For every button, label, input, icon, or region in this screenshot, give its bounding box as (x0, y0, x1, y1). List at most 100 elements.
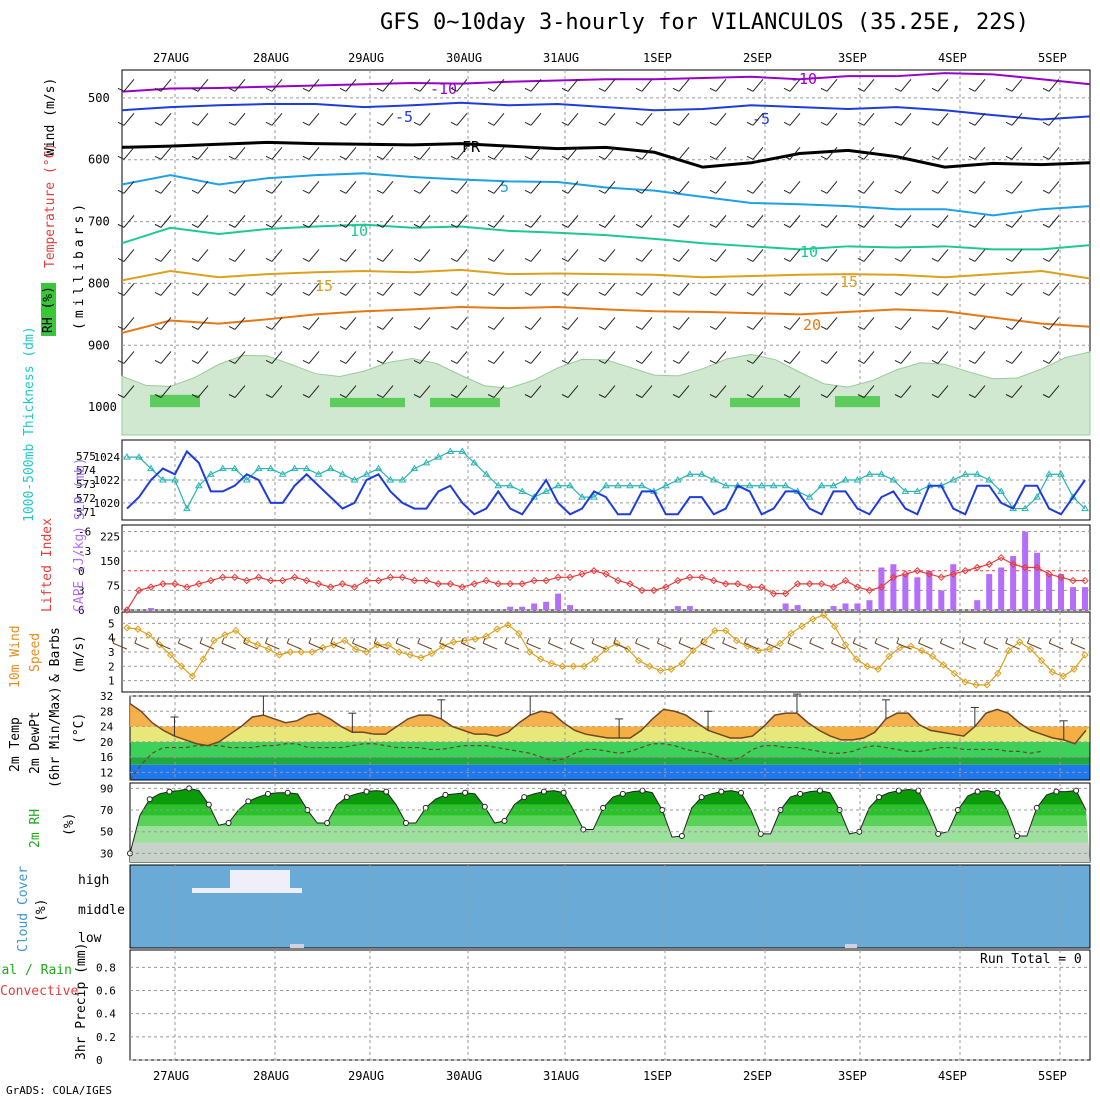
wind-barb (450, 112, 468, 126)
wind-barb (413, 78, 431, 92)
wind-barb (376, 181, 394, 194)
contour-label: -5 (752, 110, 770, 128)
wind-speed-point (275, 651, 284, 659)
wind-barb (598, 385, 616, 398)
contour-label: 15 (315, 277, 333, 295)
wind-barb (413, 112, 431, 126)
pressure-tick-label: 1000 (88, 400, 117, 414)
li-point (302, 576, 311, 585)
cape-bar (890, 564, 897, 610)
wind-barb (265, 385, 283, 398)
wind-barb (191, 112, 209, 126)
wind-speed-point (221, 631, 229, 639)
wind-barb (302, 317, 320, 330)
cape-tick-label: 75 (107, 579, 120, 592)
wind-barb (857, 283, 875, 296)
wind-barb-10m (787, 637, 803, 650)
temp2m-label-1: 2m Temp (8, 717, 23, 772)
rh-point (324, 820, 331, 827)
cape-tick-label: 150 (100, 555, 120, 568)
wind-speed-point (591, 655, 599, 663)
li-point (398, 573, 407, 582)
li-point (829, 583, 838, 591)
date-label-bottom: 4SEP (938, 1069, 967, 1083)
temp-tick-label: 20 (100, 736, 113, 749)
thickness-point (206, 470, 215, 477)
temperature-axis-label: Temperature (°C) (43, 142, 58, 268)
date-label-bottom: 28AUG (253, 1069, 289, 1083)
rh-point (1014, 833, 1021, 840)
thickness-tick-label: 573 (76, 478, 96, 491)
wind-barb (487, 78, 505, 92)
wind-barb (672, 249, 690, 262)
pressure-tick-label: 800 (88, 276, 110, 290)
date-label-top: 29AUG (348, 51, 384, 65)
precip-tick-label: 0.4 (96, 1008, 116, 1021)
cape-bar (938, 590, 945, 610)
wind-barb (968, 351, 986, 364)
li-point (722, 580, 730, 588)
wind-speed-point (384, 641, 392, 649)
wind-barb-10m (1070, 637, 1086, 650)
wind-barb (117, 283, 135, 296)
wind-barb (820, 147, 838, 160)
contour-label: -10 (790, 70, 817, 88)
wind-barb-10m (460, 637, 476, 650)
wind-speed-point (362, 648, 371, 656)
wind-barb-10m (330, 637, 345, 650)
thickness-point (326, 464, 335, 472)
cape-bar (1070, 587, 1077, 610)
temp-tick-label: 28 (100, 705, 113, 718)
wind-barb (339, 249, 357, 262)
rh-point (540, 788, 547, 795)
wind-barb (746, 147, 764, 160)
wind-barb (413, 215, 431, 228)
cloud-cover-units: (%) (34, 898, 49, 922)
wind-barb (857, 249, 875, 262)
thickness-point (829, 481, 838, 489)
li-point (386, 573, 395, 582)
rh-point (442, 791, 449, 798)
panel-frame-precip (129, 949, 1091, 1061)
wind-speed-point (123, 624, 131, 632)
slp-series-line (127, 450, 1086, 510)
wind-barb-10m (939, 637, 955, 650)
wind-barb (191, 249, 209, 262)
cape-bar (1034, 552, 1041, 610)
wind-barb (783, 317, 801, 330)
wind-barb (302, 215, 320, 228)
date-label-top: 28AUG (253, 51, 289, 65)
thickness-point (673, 476, 682, 483)
thickness-point (1033, 493, 1041, 500)
wind-barb (709, 78, 727, 92)
wind-barb (265, 351, 283, 364)
wind-speed-point (297, 648, 305, 656)
thickness-point (721, 481, 730, 489)
wind-barb (598, 181, 616, 194)
thickness-point (1081, 504, 1089, 512)
wind-barb (376, 317, 394, 330)
date-label-bottom: 5SEP (1038, 1069, 1067, 1083)
li-point (865, 586, 874, 595)
wind-barb (1042, 385, 1060, 398)
rh-point (462, 789, 469, 796)
temp-contour-15 (121, 268, 1091, 282)
temp-contour-10 (121, 223, 1091, 251)
wind-barb (487, 215, 505, 228)
cape-bar (519, 606, 526, 610)
thickness-point (542, 487, 551, 494)
wind-barb (709, 181, 727, 194)
li-point (410, 576, 419, 585)
wind-barb-10m (439, 637, 454, 650)
wind-barb (154, 283, 172, 296)
wind-speed-point (896, 644, 904, 652)
slp-series-line (126, 449, 1086, 516)
rh-band (130, 842, 1090, 862)
wind-barb (191, 351, 209, 364)
wind-barb (228, 181, 246, 194)
li-point (997, 553, 1005, 562)
wind-barb (672, 215, 690, 228)
li-point (1033, 563, 1041, 572)
wind-barb (376, 385, 394, 398)
